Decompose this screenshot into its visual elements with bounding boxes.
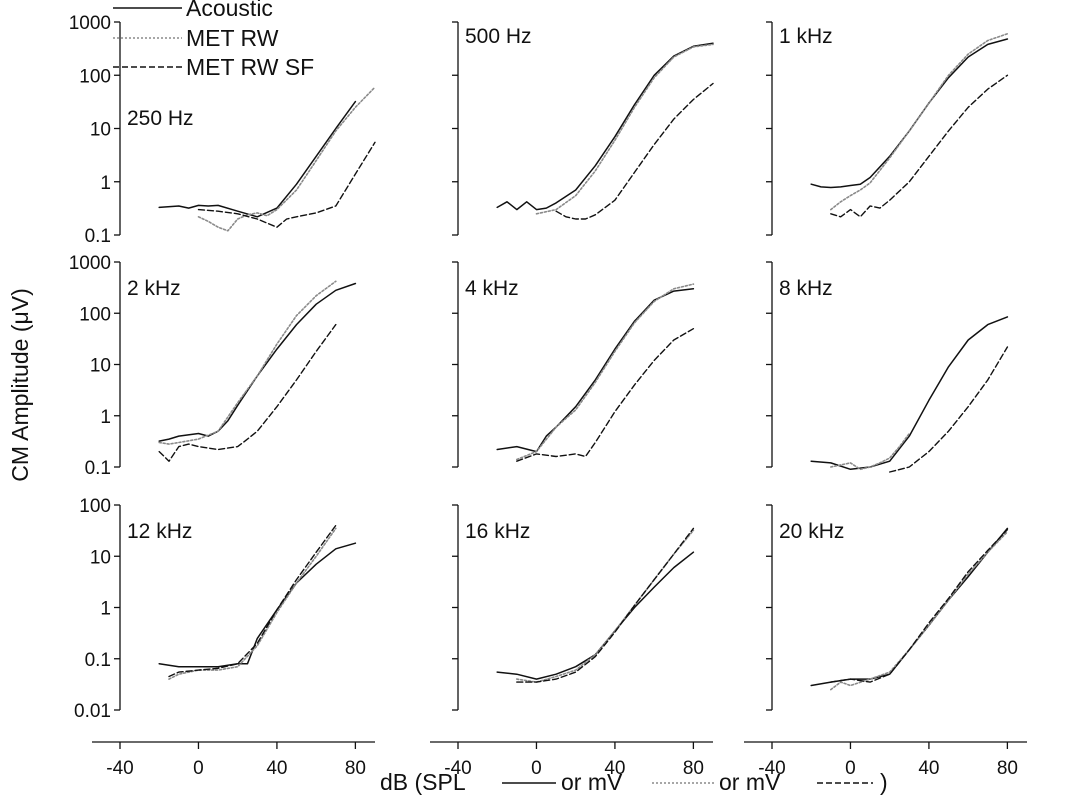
y-tick-label: 1 [100, 407, 111, 428]
x-axis-title-part: or mV [561, 769, 623, 795]
panel-label: 20 kHz [779, 520, 844, 543]
series-line-met-rw-sf [168, 524, 337, 678]
panel-16-khz: 16 kHz -40 0 40 80 [430, 504, 713, 779]
y-tick-label: 0.1 [85, 650, 111, 671]
series-line-acoustic [496, 288, 695, 453]
series-line-met-rw [535, 43, 714, 215]
panel-250-hz: 1000 100 10 1 0.1 250 Hz [69, 13, 376, 247]
x-tick-label: 80 [683, 758, 704, 779]
y-tick-label: 1 [100, 173, 111, 194]
panel-1-khz: 1 kHz [766, 21, 1009, 236]
series-line-met-rw-sf [158, 323, 337, 462]
panel-label: 4 kHz [465, 277, 519, 300]
series-line-met-rw [515, 529, 695, 683]
series-line-met-rw [158, 280, 337, 445]
series-line-met-rw-sf [555, 82, 714, 220]
panel-500-hz: 500 Hz [452, 21, 714, 236]
x-tick-label: 40 [266, 758, 287, 779]
legend: Acoustic MET RW MET RW SF [113, 0, 314, 80]
panel-label: 500 Hz [465, 25, 532, 48]
y-tick-label: 0.01 [74, 701, 111, 722]
y-tick-label: 1000 [69, 253, 111, 274]
x-tick-label: 80 [997, 758, 1018, 779]
panel-8-khz: 8 kHz [766, 261, 1009, 473]
panel-label: 8 kHz [779, 277, 833, 300]
series-line-acoustic [158, 282, 357, 442]
y-tick-label: 0.1 [85, 226, 111, 247]
series-line-acoustic [496, 551, 695, 680]
y-tick-label: 100 [79, 304, 111, 325]
panel-label: 2 kHz [127, 277, 181, 300]
panel-20-khz: 20 kHz -40 0 40 80 [744, 504, 1027, 779]
y-tick-label: 10 [90, 356, 111, 377]
x-tick-label: 40 [918, 758, 939, 779]
series-line-met-rw [168, 527, 337, 680]
series-line-met-rw [829, 432, 911, 471]
series-line-acoustic [158, 542, 357, 668]
panel-12-khz: 100 10 1 0.1 0.01 12 kHz -40 0 40 80 [74, 496, 375, 779]
panel-label: 16 kHz [465, 520, 530, 543]
y-tick-label: 10 [90, 120, 111, 141]
legend-label: MET RW [186, 25, 279, 51]
legend-label: MET RW SF [186, 54, 314, 80]
series-line-acoustic [496, 42, 714, 211]
x-axis-title-part: dB (SPL [380, 769, 466, 795]
series-line-met-rw [829, 32, 1009, 211]
y-axis-title: CM Amplitude (μV) [7, 288, 33, 481]
legend-label: Acoustic [186, 0, 273, 21]
series-line-acoustic [158, 100, 357, 218]
x-axis-title-part: ) [880, 769, 888, 795]
y-tick-label: 1 [100, 599, 111, 620]
series-line-met-rw-sf [889, 346, 1009, 473]
panel-label: 12 kHz [127, 520, 192, 543]
series-line-acoustic [810, 38, 1009, 189]
y-tick-label: 100 [79, 66, 111, 87]
x-tick-label: -40 [758, 758, 785, 779]
series-line-met-rw-sf [830, 74, 1009, 218]
x-axis-title-part: or mV [719, 769, 781, 795]
panel-label: 250 Hz [127, 107, 194, 130]
y-tick-label: 10 [90, 547, 111, 568]
x-tick-label: 0 [193, 758, 204, 779]
y-tick-label: 1000 [69, 13, 111, 34]
y-tick-label: 100 [79, 496, 111, 517]
series-line-met-rw-sf [516, 527, 695, 683]
x-tick-label: 0 [531, 758, 542, 779]
x-tick-label: -40 [106, 758, 133, 779]
series-line-met-rw [515, 283, 695, 461]
panel-2-khz: 1000 100 10 1 0.1 2 kHz [69, 253, 357, 479]
series-line-met-rw-sf [516, 328, 695, 462]
series-line-met-rw [197, 86, 376, 232]
x-tick-label: -40 [444, 758, 471, 779]
panel-label: 1 kHz [779, 25, 833, 48]
series-line-acoustic [810, 527, 1009, 687]
x-tick-label: 40 [604, 758, 625, 779]
series-line-met-rw-sf [197, 141, 376, 228]
x-tick-label: 0 [845, 758, 856, 779]
series-line-met-rw [829, 530, 1009, 691]
x-tick-label: 80 [345, 758, 366, 779]
series-line-met-rw-sf [830, 529, 1009, 683]
panel-4-khz: 4 kHz [452, 261, 695, 468]
y-tick-label: 0.1 [85, 458, 111, 479]
axis-titles: CM Amplitude (μV) dB (SPL or mV or mV) [7, 288, 888, 795]
series-line-acoustic [810, 316, 1009, 471]
